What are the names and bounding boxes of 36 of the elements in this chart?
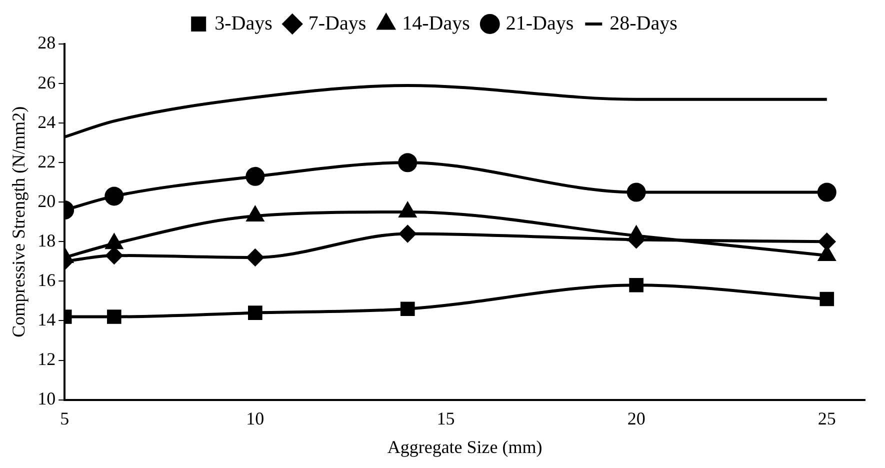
x-tick-label: 10 <box>246 408 264 428</box>
y-tick-label: 12 <box>38 349 56 369</box>
point <box>820 292 834 306</box>
legend-label: 3-Days <box>214 12 273 34</box>
x-tick-label: 20 <box>627 408 646 428</box>
y-tick-label: 20 <box>38 190 56 211</box>
x-tick-label: 5 <box>60 408 70 428</box>
point <box>106 310 122 324</box>
point <box>818 233 836 250</box>
point <box>246 248 264 266</box>
y-tick-label: 10 <box>38 388 56 409</box>
x-tick-label: 15 <box>436 408 455 428</box>
legend-label: 14-Days <box>402 12 470 34</box>
point <box>246 166 265 186</box>
point <box>399 225 416 242</box>
point <box>248 306 262 320</box>
point <box>626 182 646 202</box>
legend-label: 7-Days <box>308 12 366 34</box>
y-tick-label: 16 <box>38 270 56 290</box>
point <box>400 302 415 316</box>
point <box>629 278 644 292</box>
point <box>106 247 123 264</box>
y-axis-title: Compressive Strength (N/mm2) <box>8 106 29 338</box>
point <box>104 186 124 206</box>
point <box>817 182 836 202</box>
y-tick-label: 22 <box>38 151 56 172</box>
point <box>398 153 418 172</box>
y-tick-label: 26 <box>38 72 56 92</box>
legend-label: 21-Days <box>506 12 574 34</box>
legend-label: 28-Days <box>610 12 678 34</box>
y-tick-label: 28 <box>38 32 56 53</box>
x-axis-title: Aggregate Size (mm) <box>387 436 542 457</box>
x-tick-label: 25 <box>818 408 836 428</box>
y-tick-label: 18 <box>38 230 56 250</box>
y-tick-label: 24 <box>38 112 56 132</box>
y-tick-label: 14 <box>38 309 56 330</box>
